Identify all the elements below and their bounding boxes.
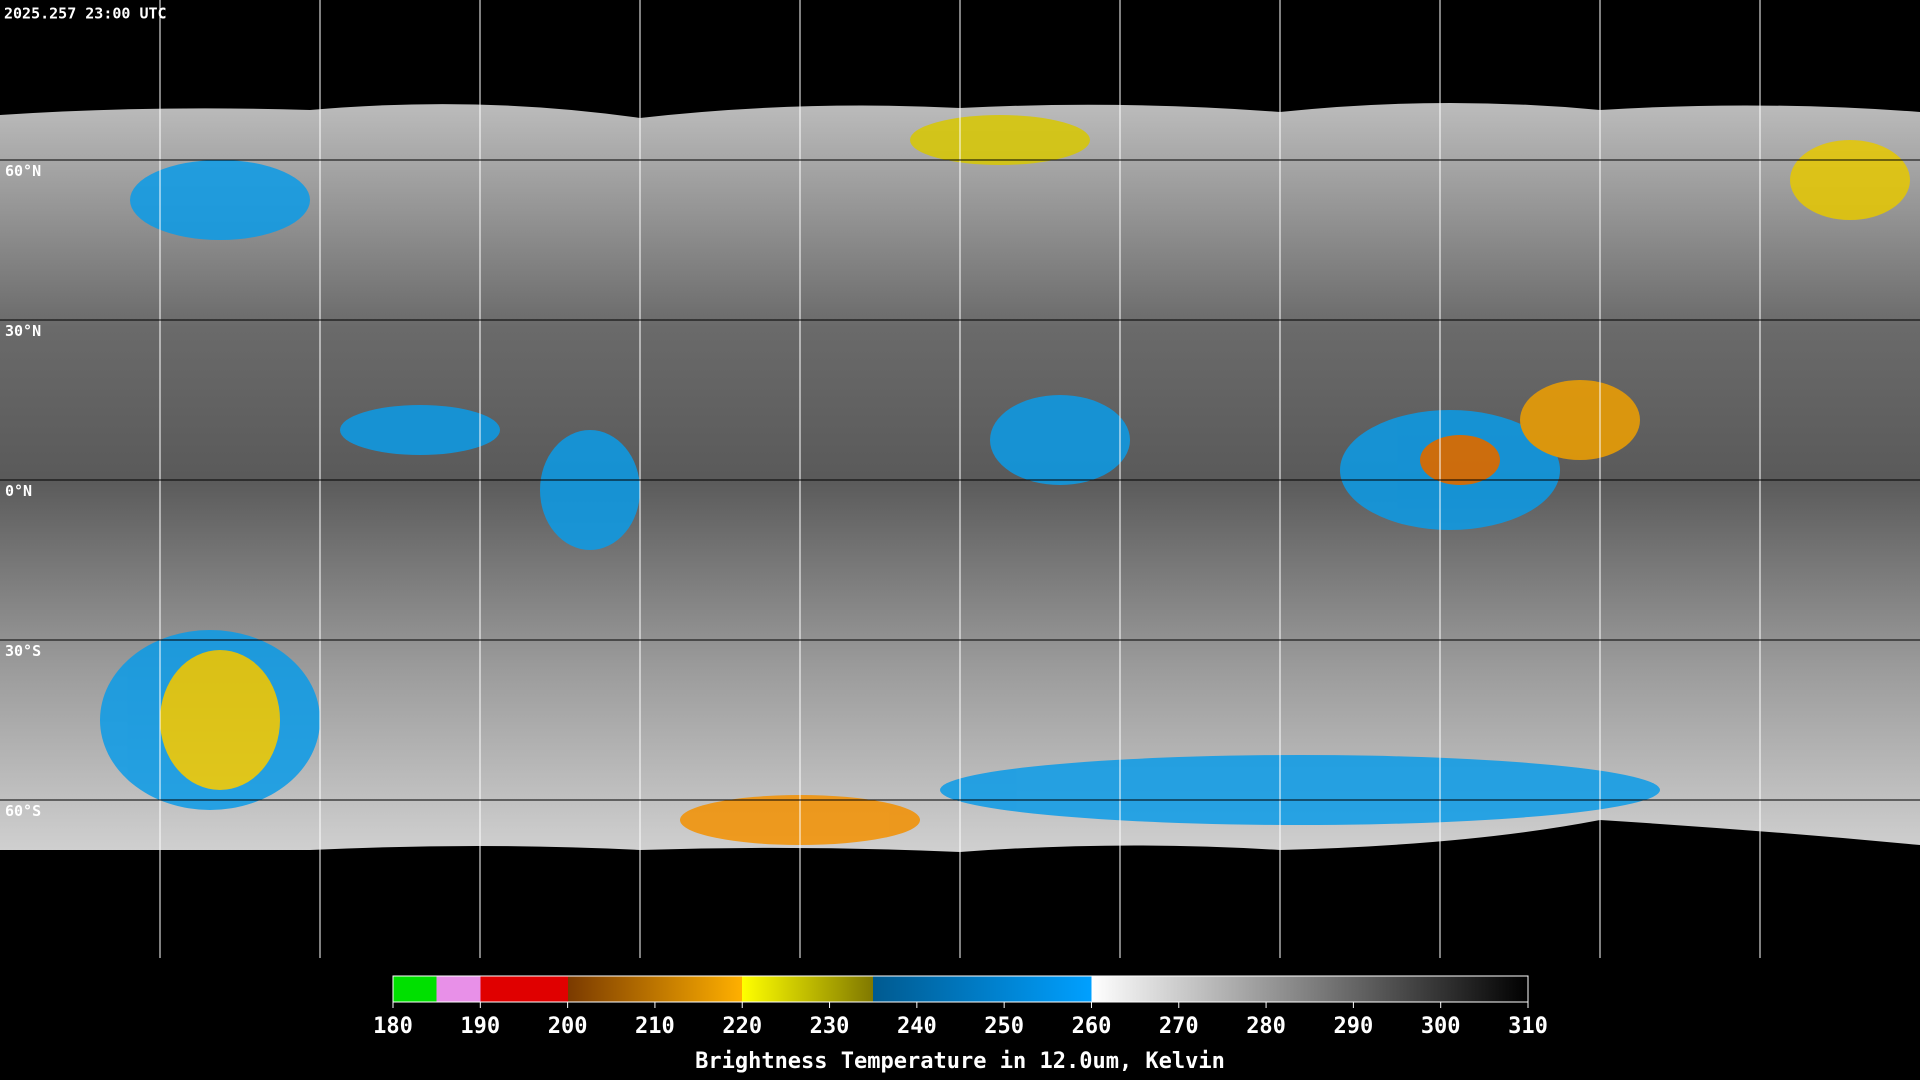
colorbar-tick-label: 300 (1421, 1014, 1461, 1039)
colorbar-tick-label: 270 (1159, 1014, 1199, 1039)
colorbar-tick-label: 310 (1508, 1014, 1548, 1039)
colorbar-tick-label: 180 (373, 1014, 413, 1039)
latitude-label: 60°S (5, 802, 41, 820)
colorbar (392, 975, 1529, 1003)
colorbar-tick-label: 230 (810, 1014, 850, 1039)
colorbar-tick-label: 250 (984, 1014, 1024, 1039)
colorbar-tick-label: 290 (1334, 1014, 1374, 1039)
latitude-label: 30°N (5, 322, 41, 340)
timestamp: 2025.257 23:00 UTC (4, 5, 167, 23)
colorbar-tick-label: 190 (460, 1014, 500, 1039)
latitude-label: 60°N (5, 162, 41, 180)
colorbar-title: Brightness Temperature in 12.0um, Kelvin (695, 1049, 1225, 1074)
colorbar-tick-label: 260 (1072, 1014, 1112, 1039)
latitude-label: 0°N (5, 482, 32, 500)
colorbar-tick-label: 240 (897, 1014, 937, 1039)
colorbar-tick-label: 220 (722, 1014, 762, 1039)
colorbar-tick-label: 200 (548, 1014, 588, 1039)
colorbar-tick-label: 210 (635, 1014, 675, 1039)
latitude-label: 30°S (5, 642, 41, 660)
colorbar-tick-label: 280 (1246, 1014, 1286, 1039)
